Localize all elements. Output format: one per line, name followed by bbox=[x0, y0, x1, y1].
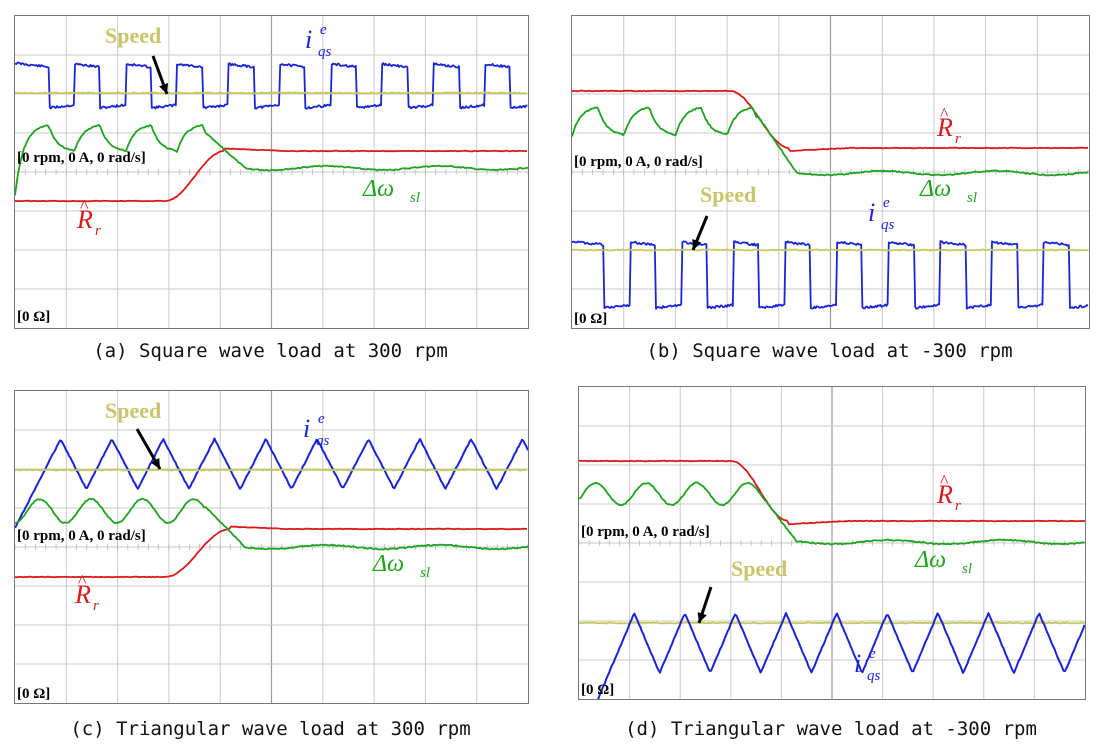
caption-c: (c) Triangular wave load at 300 rpm bbox=[70, 718, 471, 740]
iqs-label-sup: e bbox=[869, 646, 876, 662]
ref-level-top: [0 rpm, 0 A, 0 rad/s] bbox=[581, 524, 710, 540]
series-rr bbox=[579, 459, 1085, 526]
series-speed bbox=[15, 468, 528, 472]
dw-label: Δω bbox=[914, 547, 946, 573]
series-iqs bbox=[15, 61, 528, 110]
ref-level-top: [0 rpm, 0 A, 0 rad/s] bbox=[17, 528, 146, 544]
rr-label-hat: ^ bbox=[940, 471, 949, 491]
rr-label-sub: r bbox=[955, 131, 961, 147]
series-rr bbox=[572, 89, 1089, 152]
scope-panel-c: Speed i qs e [0 rpm, 0 A, 0 rad/s] [0 Ω] R ^ r Δω… bbox=[14, 390, 529, 704]
iqs-label-sub: qs bbox=[318, 44, 332, 60]
iqs-label: i bbox=[303, 414, 310, 443]
speed-label: Speed bbox=[700, 182, 756, 207]
speed-label: Speed bbox=[105, 398, 161, 423]
speed-arrow-head bbox=[697, 612, 707, 623]
scope-panel-a: Speed i qs e [0 rpm, 0 A, 0 rad/s] [0 Ω] R ^ r Δω… bbox=[14, 15, 529, 329]
rr-label-sub: r bbox=[95, 223, 101, 239]
series-rr bbox=[15, 147, 528, 203]
iqs-label-sub: qs bbox=[316, 433, 330, 449]
dw-label-sub: sl bbox=[967, 190, 977, 206]
rr-label-hat: ^ bbox=[80, 196, 89, 216]
scope-panel-b: R ^ r Δω sl Speed i qs e [0 rpm, 0 A, 0 rad/s] [0 … bbox=[571, 15, 1090, 329]
iqs-label-sup: e bbox=[318, 411, 325, 427]
iqs-label-sub: qs bbox=[867, 668, 881, 684]
iqs-label: i bbox=[868, 198, 875, 227]
ref-level-top: [0 rpm, 0 A, 0 rad/s] bbox=[574, 154, 703, 170]
dw-label-sub: sl bbox=[410, 190, 420, 206]
series-speed bbox=[572, 248, 1089, 252]
rr-label: R bbox=[936, 480, 953, 509]
ref-level-bottom: [0 Ω] bbox=[17, 686, 50, 702]
iqs-label: i bbox=[854, 649, 861, 678]
rr-label-sub: r bbox=[93, 598, 99, 614]
scope-plot-a: Speed i qs e [0 rpm, 0 A, 0 rad/s] [0 Ω] R^ r Δω… bbox=[15, 16, 528, 328]
scope-panel-d: R ^ r Δω sl Speed i qs e [0 rpm, 0 A, 0 rad/s] [0 … bbox=[578, 386, 1086, 700]
caption-d: (d) Triangular wave load at -300 rpm bbox=[625, 718, 1037, 740]
series-dw bbox=[579, 481, 1085, 546]
speed-arrow-head bbox=[150, 458, 160, 469]
dw-label-sub: sl bbox=[420, 565, 430, 581]
dw-label: Δω bbox=[919, 176, 951, 202]
iqs-label-sup: e bbox=[883, 195, 890, 211]
ref-level-bottom: [0 Ω] bbox=[574, 311, 607, 327]
ref-level-bottom: [0 Ω] bbox=[581, 682, 614, 698]
speed-arrow-head bbox=[159, 83, 169, 94]
caption-a: (a) Square wave load at 300 rpm bbox=[93, 340, 448, 362]
dw-label: Δω bbox=[362, 176, 394, 202]
rr-label-hat: ^ bbox=[78, 571, 87, 591]
speed-label: Speed bbox=[731, 556, 787, 581]
ref-level-top: [0 rpm, 0 A, 0 rad/s] bbox=[17, 150, 146, 166]
series-dw bbox=[572, 106, 1089, 177]
caption-b: (b) Square wave load at -300 rpm bbox=[646, 340, 1013, 362]
ref-level-bottom: [0 Ω] bbox=[17, 309, 50, 325]
series-rr bbox=[15, 525, 528, 579]
series-dw bbox=[15, 497, 528, 551]
iqs-label: i bbox=[305, 25, 312, 54]
dw-label: Δω bbox=[372, 551, 404, 577]
dw-label-sub: sl bbox=[962, 561, 972, 577]
series-speed bbox=[15, 91, 528, 95]
series-iqs bbox=[572, 240, 1089, 310]
rr-label: R bbox=[936, 113, 953, 142]
speed-arrow-head bbox=[692, 239, 702, 250]
series-iqs bbox=[597, 612, 1085, 699]
scope-plot-b: R^ r Δω sl Speed i qs e [0 rpm, 0 A, 0 rad/s] [0 … bbox=[572, 16, 1089, 328]
series-iqs bbox=[15, 437, 528, 529]
series-dw bbox=[15, 124, 528, 196]
rr-label-hat: ^ bbox=[940, 104, 949, 124]
speed-label: Speed bbox=[105, 23, 161, 48]
rr-label: R bbox=[74, 580, 91, 609]
iqs-label-sub: qs bbox=[881, 217, 895, 233]
rr-label-sub: r bbox=[955, 498, 961, 514]
scope-plot-d: R^ r Δω sl Speed i qs e [0 rpm, 0 A, 0 rad/s] [0 … bbox=[579, 387, 1085, 699]
scope-plot-c: Speed i qs e [0 rpm, 0 A, 0 rad/s] [0 Ω] R^ r Δω… bbox=[15, 391, 528, 703]
rr-label: R bbox=[76, 205, 93, 234]
iqs-label-sup: e bbox=[320, 22, 327, 38]
